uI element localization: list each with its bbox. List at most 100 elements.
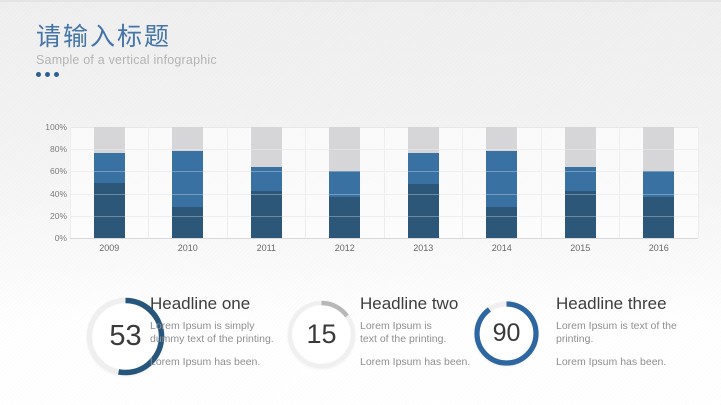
- x-tick-label: 2011: [256, 243, 276, 253]
- stacked-bar-2015: [564, 127, 596, 238]
- bar-column-2014: [463, 127, 542, 238]
- segment-top: [93, 127, 125, 153]
- gridline-vertical: [226, 127, 228, 238]
- stat-value: 90: [492, 319, 521, 347]
- stacked-bar-2010: [172, 127, 204, 238]
- bar-column-2010: [149, 127, 228, 238]
- stacked-bar-2011: [250, 127, 282, 238]
- slide-header: 请输入标题 Sample of a vertical infographic: [36, 22, 217, 77]
- stacked-bar-2012: [329, 127, 361, 238]
- stacked-bar-2013: [407, 127, 439, 238]
- page-subtitle: Sample of a vertical infographic: [36, 53, 217, 67]
- x-tick-label: 2012: [334, 243, 355, 253]
- progress-ring-1: 53: [86, 297, 165, 376]
- stat-value: 53: [109, 320, 142, 352]
- decorative-dots-icon: [36, 72, 217, 77]
- stat-headline: Headline two: [360, 294, 459, 313]
- gridline-overlay: [70, 149, 698, 151]
- segment-bottom: [172, 206, 204, 238]
- gridline-vertical: [148, 127, 149, 238]
- x-tick-label: 2016: [648, 243, 669, 253]
- stat-note: Lorem Ipsum has been.: [556, 356, 667, 368]
- segment-top: [564, 127, 596, 167]
- y-tick-label: 40%: [49, 188, 67, 199]
- bar-column-2011: [227, 127, 306, 238]
- segment-top: [486, 127, 518, 152]
- stat-body: Lorem Ipsum is text of the printing.: [360, 320, 447, 345]
- gridline-vertical: [462, 127, 463, 238]
- segment-middle: [250, 166, 282, 192]
- stacked-bar-2009: [93, 127, 125, 238]
- bar-column-2013: [384, 127, 463, 238]
- stat-value: 15: [306, 319, 337, 349]
- gridline-vertical: [383, 127, 385, 238]
- progress-ring-icon: [86, 297, 165, 376]
- gridline-vertical: [619, 127, 620, 238]
- x-tick-label: 2010: [177, 243, 198, 253]
- stat-body: Lorem Ipsum is simply dummy text of the …: [150, 320, 274, 345]
- x-tick-label: 2015: [570, 243, 591, 253]
- stat-note: Lorem Ipsum has been.: [150, 356, 261, 368]
- stat-note: Lorem Ipsum has been.: [360, 356, 471, 368]
- segment-top: [329, 127, 361, 172]
- segment-bottom: [486, 206, 518, 238]
- segment-top: [407, 127, 439, 153]
- gridline-overlay: [70, 215, 698, 217]
- progress-ring-3: 90: [474, 301, 539, 366]
- segment-bottom: [643, 196, 675, 238]
- dot-icon: [36, 72, 41, 77]
- progress-ring-icon: [474, 301, 539, 366]
- x-tick-label: 2014: [491, 243, 512, 253]
- y-tick-label: 80%: [49, 144, 67, 155]
- stat-headline: Headline three: [556, 294, 667, 313]
- segment-middle: [172, 151, 204, 207]
- bar-column-2015: [541, 127, 620, 238]
- progress-ring-2: 15: [287, 300, 356, 369]
- gridline-vertical: [540, 127, 542, 238]
- segment-middle: [329, 171, 361, 197]
- stacked-bar-2014: [486, 127, 518, 238]
- stat-text-2: Headline two Lorem Ipsum is text of the …: [360, 294, 472, 369]
- stat-text-3: Headline three Lorem Ipsum is text of th…: [556, 294, 696, 369]
- bar-column-2016: [620, 127, 699, 238]
- segment-bottom: [564, 191, 596, 238]
- y-tick-label: 100%: [45, 122, 67, 132]
- segment-middle: [486, 151, 518, 207]
- segment-middle: [93, 152, 125, 183]
- bar-column-2012: [306, 127, 385, 238]
- segment-bottom: [93, 182, 125, 238]
- stat-text-1: Headline one Lorem Ipsum is simply dummy…: [150, 294, 280, 369]
- y-tick-label: 20%: [49, 210, 67, 221]
- stat-headline: Headline one: [150, 294, 251, 313]
- segment-middle: [643, 171, 675, 197]
- bar-column-2009: [70, 127, 149, 238]
- segment-top: [250, 127, 282, 167]
- page-title: 请输入标题: [36, 23, 172, 51]
- stacked-bar-2016: [643, 127, 675, 238]
- segment-bottom: [250, 191, 282, 238]
- gridline-vertical: [305, 127, 306, 238]
- dot-icon: [54, 72, 59, 77]
- gridline-overlay: [70, 171, 698, 173]
- dot-icon: [45, 72, 50, 77]
- gridline-vertical: [697, 127, 699, 238]
- stat-body: Lorem Ipsum is text of the printing.: [556, 320, 677, 345]
- segment-middle: [407, 152, 439, 184]
- segment-bottom: [329, 196, 361, 238]
- progress-ring-icon: [287, 300, 356, 369]
- x-axis: 2009 2010 2011 2012 2013 2014 2015 2016: [70, 243, 698, 253]
- y-tick-label: 0%: [54, 233, 67, 243]
- segment-top: [643, 127, 675, 172]
- y-axis: 100% 80% 60% 40% 20% 0%: [41, 122, 67, 243]
- segment-top: [172, 127, 204, 152]
- segment-bottom: [407, 183, 439, 238]
- plot-area: [69, 127, 699, 239]
- y-tick-label: 60%: [49, 166, 67, 177]
- x-tick-label: 2009: [99, 243, 120, 253]
- segment-middle: [564, 166, 596, 192]
- x-tick-label: 2013: [413, 243, 434, 253]
- gridline-overlay: [70, 193, 698, 195]
- gridline-vertical: [69, 127, 71, 238]
- stacked-bar-chart: 100% 80% 60% 40% 20% 0% 2009 2010 2011 2012 2013 2…: [41, 120, 701, 258]
